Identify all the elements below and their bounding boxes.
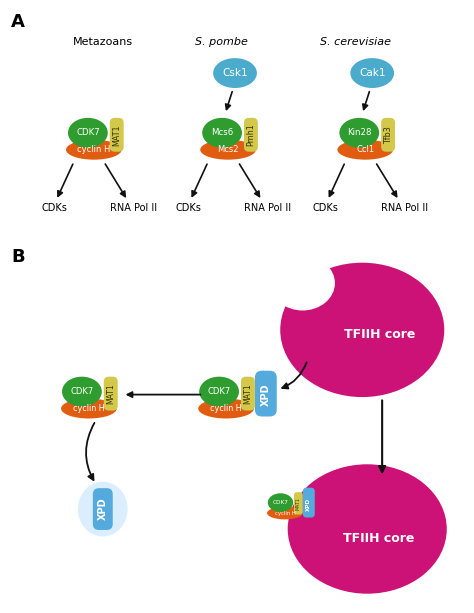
Text: CDK7: CDK7 <box>70 387 93 396</box>
Ellipse shape <box>200 140 256 159</box>
Text: MAT1: MAT1 <box>296 497 301 510</box>
Ellipse shape <box>268 493 293 512</box>
Text: cyclin H: cyclin H <box>210 404 242 413</box>
Text: CDK7: CDK7 <box>273 500 289 505</box>
Ellipse shape <box>350 58 394 88</box>
Text: MAT1: MAT1 <box>112 124 121 145</box>
Text: cyclin H: cyclin H <box>274 511 295 516</box>
Text: Csk1: Csk1 <box>222 68 248 78</box>
Text: Cak1: Cak1 <box>359 68 385 78</box>
FancyBboxPatch shape <box>104 376 118 411</box>
Text: A: A <box>11 13 25 31</box>
Text: B: B <box>11 248 25 266</box>
Text: Mcs2: Mcs2 <box>217 145 239 154</box>
Text: CDKs: CDKs <box>312 204 338 213</box>
Text: CDKs: CDKs <box>175 204 201 213</box>
Text: Tfb3: Tfb3 <box>383 126 392 143</box>
Ellipse shape <box>337 140 393 159</box>
Ellipse shape <box>280 263 444 397</box>
Ellipse shape <box>339 118 379 148</box>
Text: XPD: XPD <box>306 498 311 511</box>
Ellipse shape <box>267 507 303 519</box>
FancyBboxPatch shape <box>93 488 113 530</box>
Text: RNA Pol II: RNA Pol II <box>110 204 157 213</box>
Text: Metazoans: Metazoans <box>73 37 133 47</box>
Text: RNA Pol II: RNA Pol II <box>382 204 428 213</box>
Text: MAT1: MAT1 <box>106 383 115 404</box>
Ellipse shape <box>62 376 102 406</box>
FancyBboxPatch shape <box>294 492 303 514</box>
Text: cyclin H: cyclin H <box>77 145 110 154</box>
Text: Ccl1: Ccl1 <box>356 145 374 154</box>
Text: S. cerevisiae: S. cerevisiae <box>319 37 391 47</box>
Text: TFIIH core: TFIIH core <box>345 329 416 341</box>
Text: TFIIH core: TFIIH core <box>344 533 415 546</box>
FancyBboxPatch shape <box>381 118 395 151</box>
Text: Pmh1: Pmh1 <box>246 123 255 146</box>
FancyBboxPatch shape <box>110 118 124 151</box>
Text: MAT1: MAT1 <box>244 383 253 404</box>
Text: XPD: XPD <box>261 383 271 406</box>
Ellipse shape <box>288 464 447 594</box>
Text: XPD: XPD <box>98 498 108 520</box>
Ellipse shape <box>198 398 254 419</box>
FancyBboxPatch shape <box>255 371 277 416</box>
Text: CDK7: CDK7 <box>208 387 231 396</box>
FancyBboxPatch shape <box>303 488 315 517</box>
Text: CDKs: CDKs <box>41 204 67 213</box>
Ellipse shape <box>213 58 257 88</box>
Text: RNA Pol II: RNA Pol II <box>244 204 292 213</box>
Text: CDK7: CDK7 <box>76 128 100 137</box>
Text: S. pombe: S. pombe <box>195 37 248 47</box>
Ellipse shape <box>66 140 122 159</box>
Ellipse shape <box>199 376 239 406</box>
Text: cyclin H: cyclin H <box>73 404 105 413</box>
Text: Mcs6: Mcs6 <box>211 128 233 137</box>
Ellipse shape <box>270 256 335 310</box>
Ellipse shape <box>61 398 117 419</box>
Ellipse shape <box>202 118 242 148</box>
FancyBboxPatch shape <box>241 376 255 411</box>
Ellipse shape <box>68 118 108 148</box>
FancyBboxPatch shape <box>244 118 258 151</box>
Text: Kin28: Kin28 <box>347 128 372 137</box>
Ellipse shape <box>78 482 128 536</box>
